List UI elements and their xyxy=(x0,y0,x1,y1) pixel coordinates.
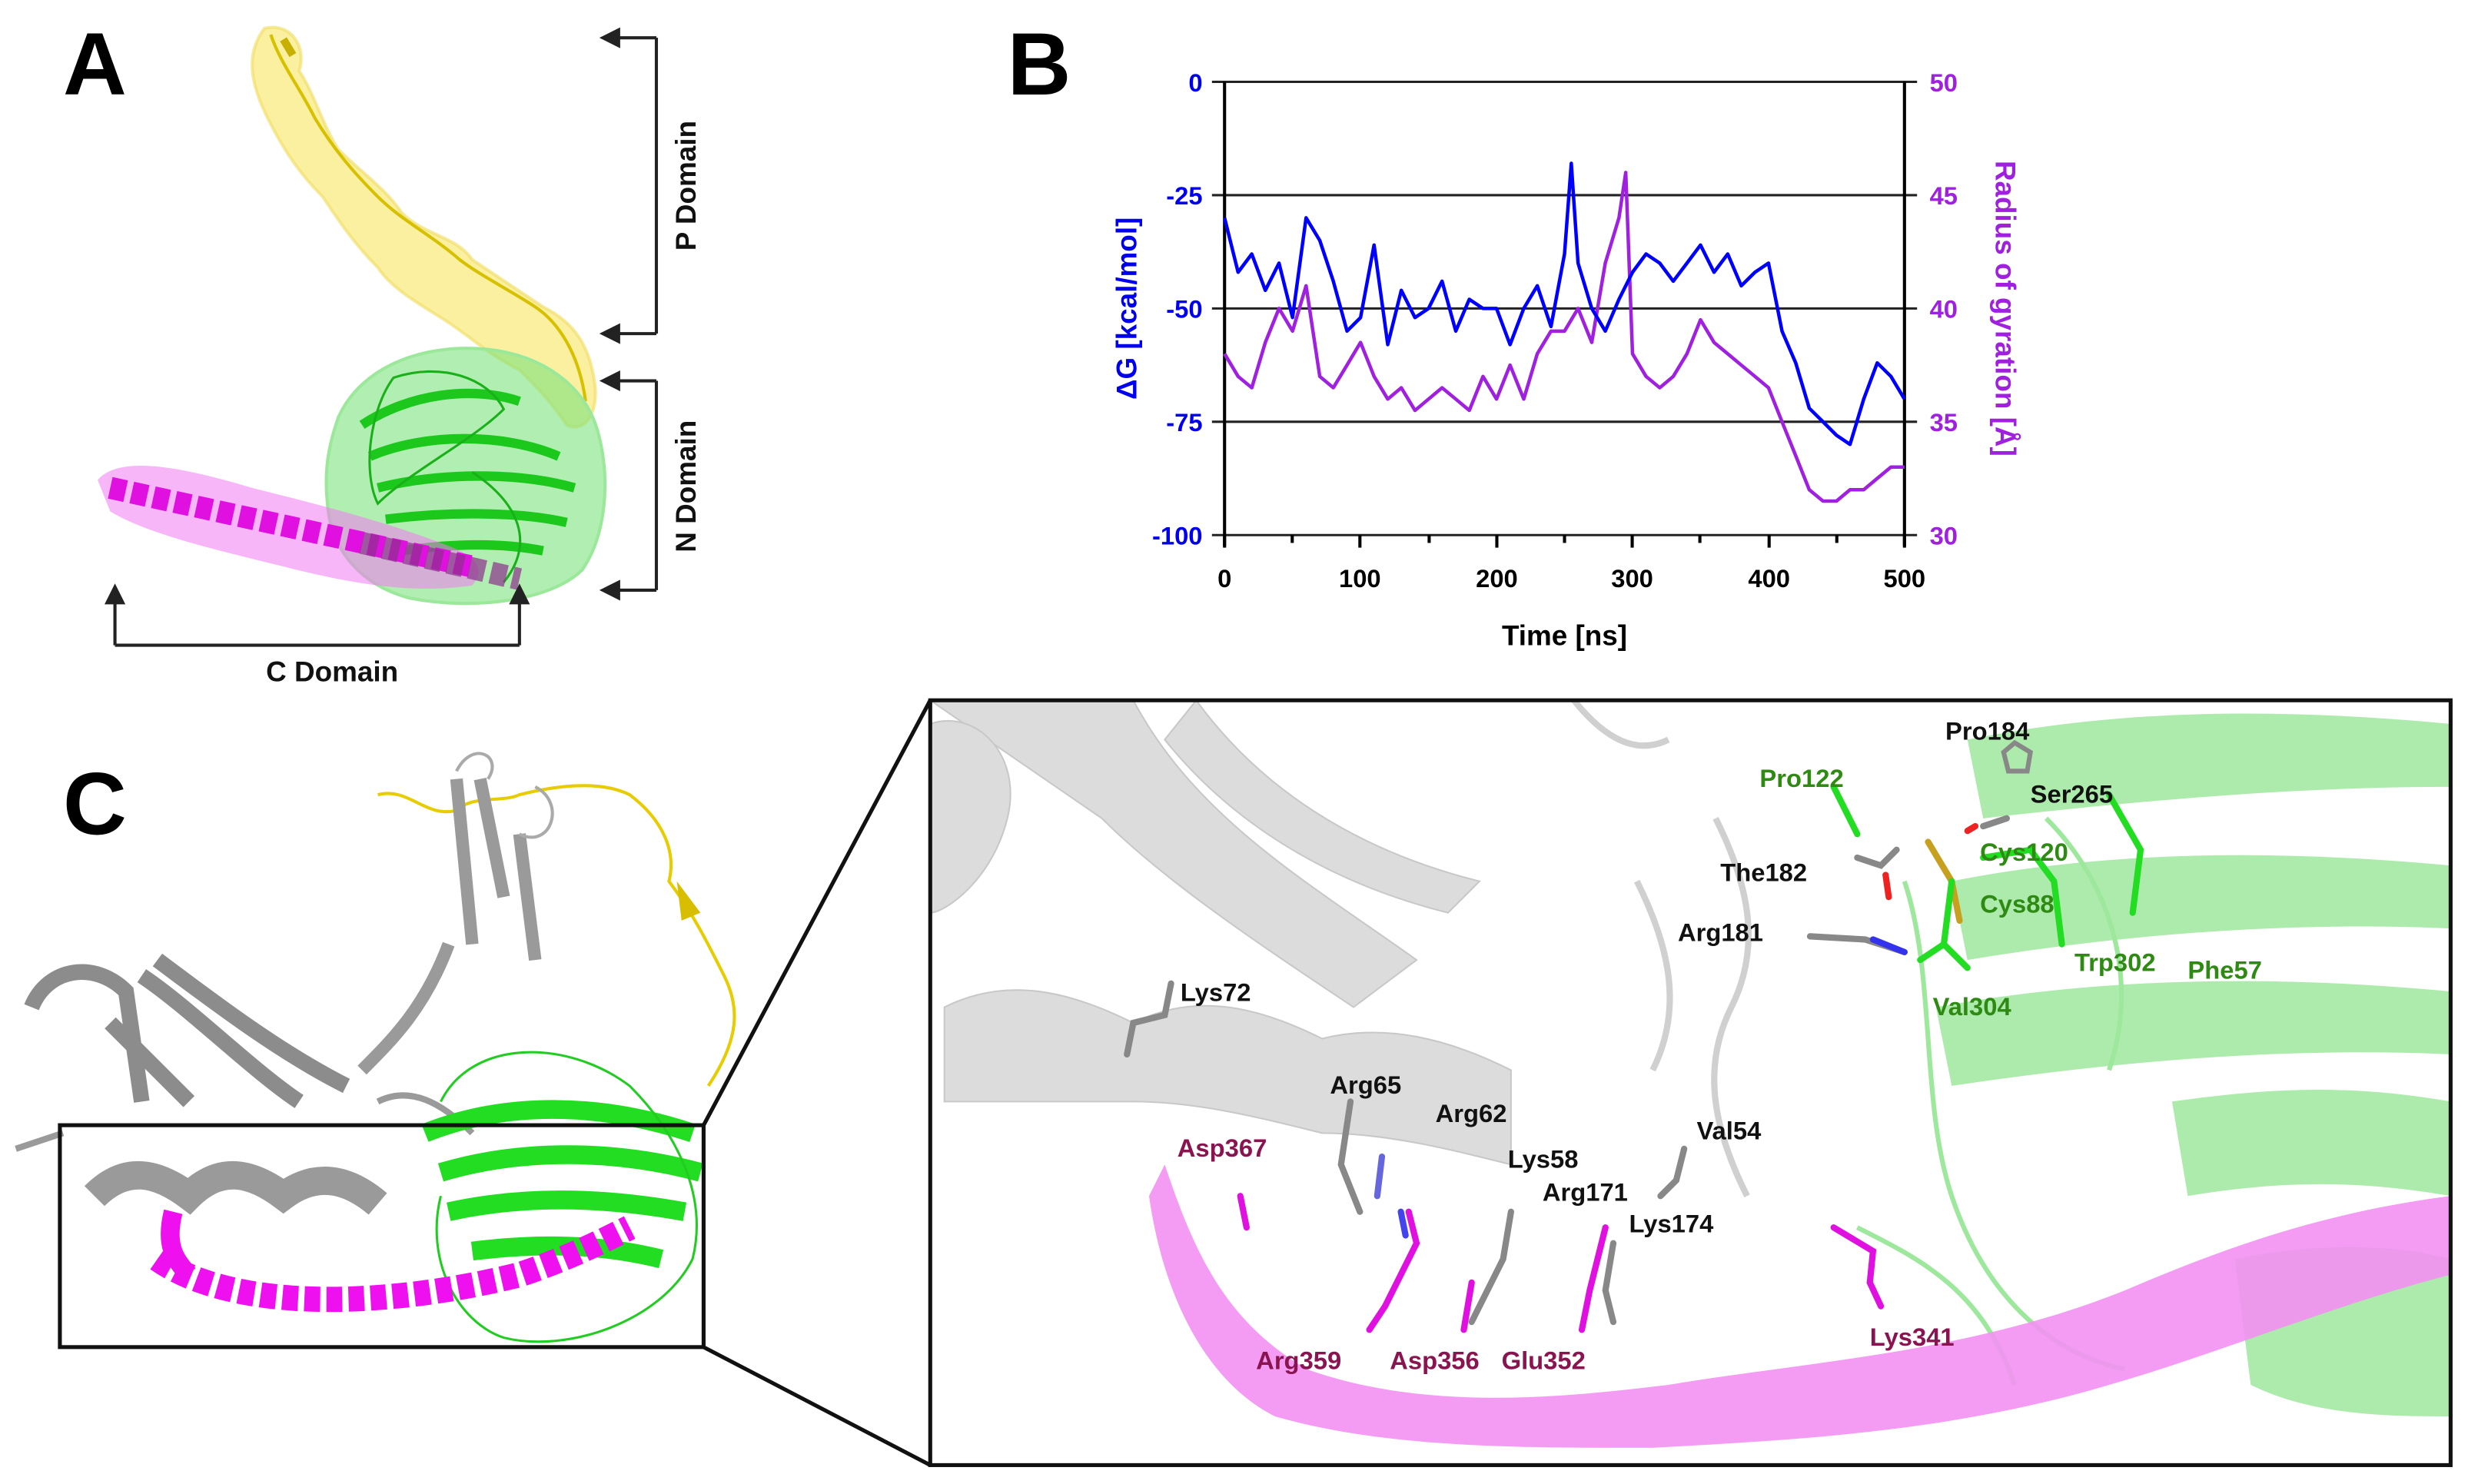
svg-text:35: 35 xyxy=(1930,408,1958,437)
svg-text:100: 100 xyxy=(1339,564,1381,593)
svg-text:500: 500 xyxy=(1884,564,1926,593)
svg-text:0: 0 xyxy=(1217,564,1231,593)
delta-g-line xyxy=(1223,161,1906,447)
y-axis-left-label: ΔG [kcal/mol] xyxy=(1111,217,1143,400)
svg-text:30: 30 xyxy=(1930,522,1958,550)
chart-gridlines xyxy=(1211,80,1918,536)
svg-text:-50: -50 xyxy=(1166,295,1202,324)
n-domain-bracket xyxy=(599,370,659,601)
residue-label: Cys88 xyxy=(1980,890,2054,918)
residue-label: Pro122 xyxy=(1759,764,1843,792)
residue-label: The182 xyxy=(1720,858,1807,887)
svg-text:-25: -25 xyxy=(1166,181,1202,210)
p-domain-label: P Domain xyxy=(670,121,702,251)
svg-text:-75: -75 xyxy=(1166,408,1202,437)
complex-overview-structure xyxy=(15,752,736,1343)
y-axis-right-label: Radius of gyration [Å] xyxy=(1990,161,2021,456)
panel-b: B xyxy=(1008,15,2021,652)
radius-of-gyration-line xyxy=(1223,171,1905,503)
residue-label: Asp367 xyxy=(1178,1134,1267,1162)
panel-c: C xyxy=(15,698,2453,1467)
residue-label: Arg359 xyxy=(1256,1346,1341,1375)
residue-label: Lys341 xyxy=(1870,1323,1955,1351)
panel-letter-b: B xyxy=(1008,15,1071,114)
n-domain-label: N Domain xyxy=(670,420,702,553)
residue-label: Arg65 xyxy=(1330,1071,1401,1099)
residue-label: Arg171 xyxy=(1543,1177,1628,1206)
svg-text:50: 50 xyxy=(1930,68,1958,97)
svg-text:-100: -100 xyxy=(1152,522,1203,550)
c-domain-bracket xyxy=(105,583,530,647)
zoom-connector-bottom xyxy=(703,1345,932,1467)
svg-text:200: 200 xyxy=(1476,564,1518,593)
residue-labels-green: Pro122 Cys120 Cys88 Trp302 Phe57 Val304 xyxy=(1759,764,2261,1021)
chart-plot-area xyxy=(1211,80,1918,548)
y-axis-right-ticks: 50 45 40 35 30 xyxy=(1930,68,1958,550)
residue-label: Lys58 xyxy=(1508,1144,1579,1173)
panel-letter-c: C xyxy=(63,755,127,853)
p-domain-bracket xyxy=(599,27,659,344)
residue-label: Arg62 xyxy=(1436,1099,1507,1127)
zoom-connector-top xyxy=(702,699,932,1127)
residue-labels-black: Pro184 Ser265 The182 Arg181 Lys72 Arg65 … xyxy=(1181,716,2113,1237)
svg-text:0: 0 xyxy=(1188,68,1202,97)
residue-label: Trp302 xyxy=(2074,948,2156,976)
svg-text:300: 300 xyxy=(1611,564,1653,593)
inset-frame xyxy=(928,698,2453,1467)
residue-label: Ser265 xyxy=(2031,779,2113,808)
residue-label: Val304 xyxy=(1933,992,2012,1021)
residue-label: Phe57 xyxy=(2187,956,2262,984)
c-domain-label: C Domain xyxy=(266,656,398,688)
x-axis-ticks xyxy=(1223,535,1906,548)
residue-label: Glu352 xyxy=(1502,1346,1586,1375)
svg-text:400: 400 xyxy=(1748,564,1790,593)
c-domain-structure xyxy=(98,466,523,590)
residue-labels-magenta: Asp367 Arg359 Asp356 Glu352 Lys341 xyxy=(1178,1134,1955,1374)
residue-label: Val54 xyxy=(1697,1117,1762,1145)
panel-letter-a: A xyxy=(63,15,127,114)
svg-text:40: 40 xyxy=(1930,295,1958,324)
residue-label: Asp356 xyxy=(1390,1346,1480,1375)
y-axis-left-ticks: 0 -25 -50 -75 -100 xyxy=(1152,68,1203,550)
x-axis-tick-labels: 0 100 200 300 400 500 xyxy=(1217,564,1925,593)
residue-label: Arg181 xyxy=(1678,918,1763,947)
x-axis-label: Time [ns] xyxy=(1502,620,1627,652)
residue-label: Cys120 xyxy=(1980,838,2068,866)
residue-label: Lys72 xyxy=(1181,978,1251,1006)
residue-label: Lys174 xyxy=(1629,1209,1714,1237)
interface-inset: Pro184 Ser265 The182 Arg181 Lys72 Arg65 … xyxy=(928,698,2453,1467)
svg-text:45: 45 xyxy=(1930,181,1958,210)
zoom-region-box xyxy=(58,1123,706,1350)
panel-a: A P Dom xyxy=(63,15,702,688)
residue-label: Pro184 xyxy=(1945,716,2030,745)
